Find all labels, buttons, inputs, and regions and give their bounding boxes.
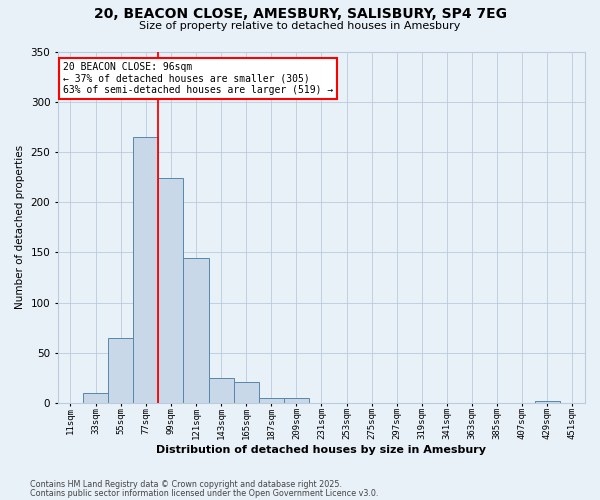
Bar [259,398,284,403]
Text: Contains HM Land Registry data © Crown copyright and database right 2025.: Contains HM Land Registry data © Crown c… [30,480,342,489]
Bar [158,178,184,403]
Text: Size of property relative to detached houses in Amesbury: Size of property relative to detached ho… [139,21,461,31]
Text: 20, BEACON CLOSE, AMESBURY, SALISBURY, SP4 7EG: 20, BEACON CLOSE, AMESBURY, SALISBURY, S… [94,8,506,22]
Y-axis label: Number of detached properties: Number of detached properties [15,145,25,310]
Bar [108,338,133,403]
Bar [535,401,560,403]
Bar [233,382,259,403]
Text: Contains public sector information licensed under the Open Government Licence v3: Contains public sector information licen… [30,489,379,498]
Bar [133,137,158,403]
Bar [83,393,108,403]
Bar [184,258,209,403]
X-axis label: Distribution of detached houses by size in Amesbury: Distribution of detached houses by size … [157,445,487,455]
Bar [209,378,233,403]
Text: 20 BEACON CLOSE: 96sqm
← 37% of detached houses are smaller (305)
63% of semi-de: 20 BEACON CLOSE: 96sqm ← 37% of detached… [63,62,334,95]
Bar [284,398,309,403]
